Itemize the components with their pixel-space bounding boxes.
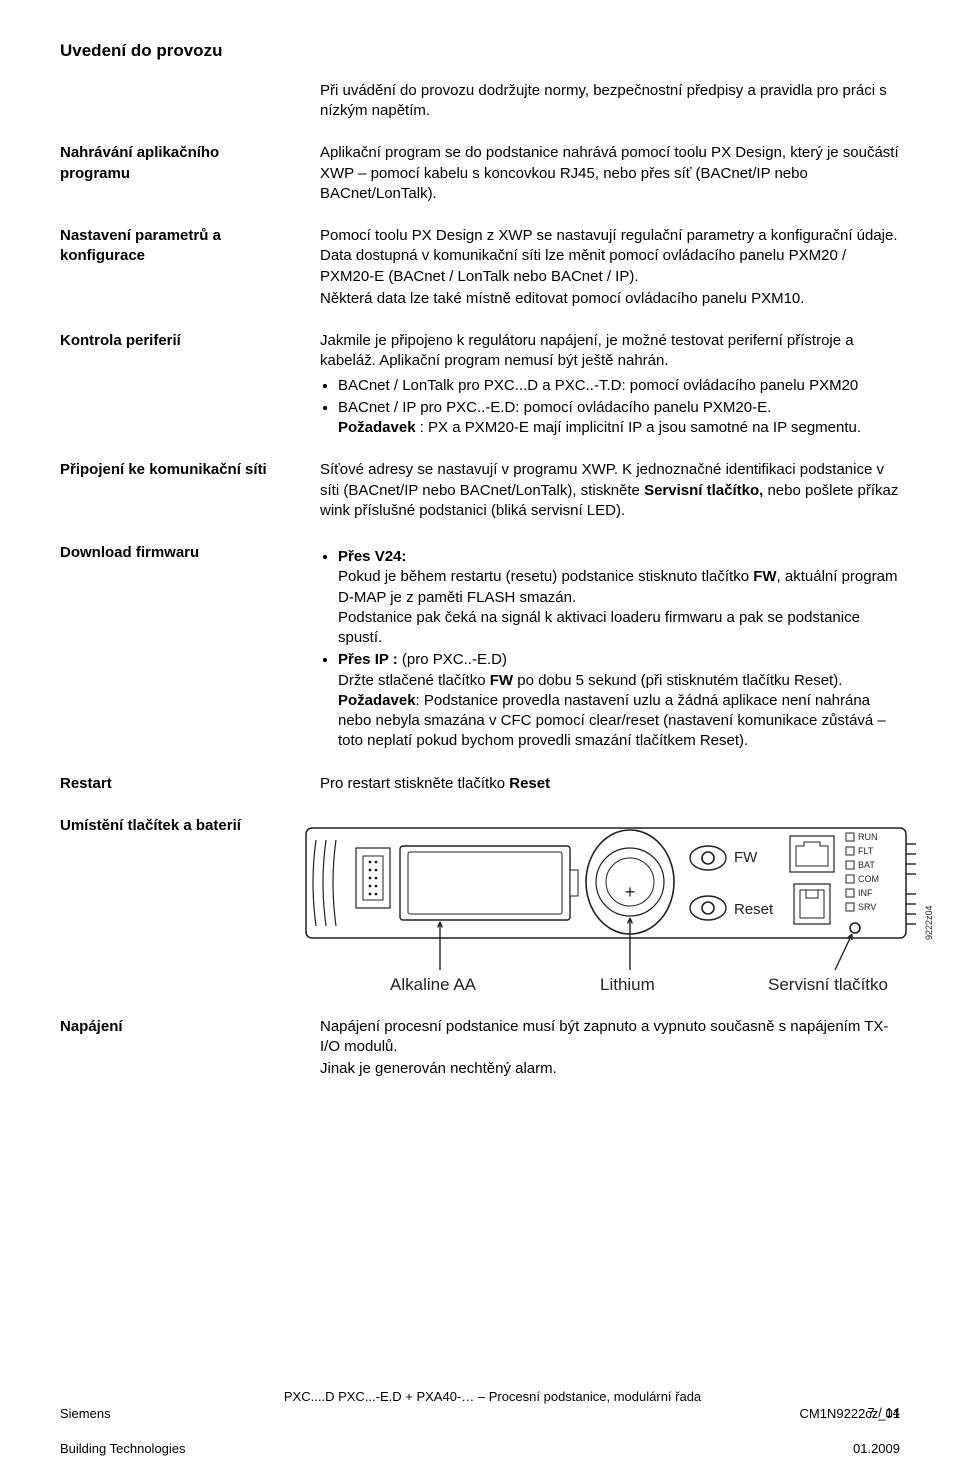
side-label-power: Napájení	[60, 1017, 320, 1082]
section-title: Uvedení do provozu	[60, 40, 900, 63]
check-bullet-1: BACnet / LonTalk pro PXC...D a PXC..-T.D…	[338, 376, 900, 396]
power-text1: Napájení procesní podstanice musí být za…	[320, 1017, 900, 1058]
svg-text:+: +	[625, 882, 636, 902]
page-footer: Siemens Building Technologies PXC....D P…	[60, 1388, 900, 1458]
intro-paragraph: Při uvádění do provozu dodržujte normy, …	[320, 81, 900, 122]
side-label-connect: Připojení ke komunikační síti	[60, 460, 320, 523]
upload-text: Aplikační program se do podstanice nahrá…	[320, 143, 900, 204]
svg-text:FW: FW	[734, 849, 758, 866]
side-label-params: Nastavení parametrů a konfigurace	[60, 226, 320, 311]
connect-text: Síťové adresy se nastavují v programu XW…	[320, 460, 900, 521]
footer-right-1: CM1N9222cz_01	[800, 1406, 900, 1421]
device-diagram: + FW Reset RUN FLT BAT COM INF SRV Alkaline AA Lit…	[300, 822, 940, 997]
svg-text:Lithium: Lithium	[600, 975, 655, 994]
power-text2: Jinak je generován nechtěný alarm.	[320, 1059, 900, 1079]
restart-text: Pro restart stiskněte tlačítko Reset	[320, 774, 900, 794]
download-bullet-ip: Přes IP : (pro PXC..-E.D) Držte stlačené…	[338, 650, 900, 751]
side-label-upload: Nahrávání aplikačního programu	[60, 143, 320, 206]
footer-right-2: 01.2009	[853, 1441, 900, 1456]
svg-text:Servisní tlačítko: Servisní tlačítko	[768, 975, 888, 994]
check-text: Jakmile je připojeno k regulátoru napáje…	[320, 331, 900, 372]
svg-text:FLT: FLT	[858, 846, 874, 856]
svg-text:BAT: BAT	[858, 860, 875, 870]
params-text2: Některá data lze také místně editovat po…	[320, 289, 900, 309]
svg-text:SRV: SRV	[858, 902, 876, 912]
params-text1: Pomocí toolu PX Design z XWP se nastavuj…	[320, 226, 900, 287]
footer-left-1: Siemens	[60, 1406, 111, 1421]
side-label-restart: Restart	[60, 774, 320, 796]
download-bullet-v24: Přes V24: Pokud je během restartu (reset…	[338, 547, 900, 648]
check-bullet-2: BACnet / IP pro PXC..-E.D: pomocí ovláda…	[338, 398, 900, 439]
side-label-check: Kontrola periferií	[60, 331, 320, 440]
footer-left-2: Building Technologies	[60, 1441, 186, 1456]
svg-text:Reset: Reset	[734, 901, 774, 918]
side-label-download: Download firmwaru	[60, 543, 320, 754]
svg-text:COM: COM	[858, 874, 879, 884]
svg-text:RUN: RUN	[858, 832, 878, 842]
side-label-buttons: Umístění tlačítek a baterií	[60, 816, 320, 997]
svg-text:9222z04: 9222z04	[924, 905, 934, 940]
footer-center: PXC....D PXC...-E.D + PXA40-… – Procesní…	[186, 1388, 800, 1458]
svg-text:INF: INF	[858, 888, 873, 898]
svg-text:Alkaline AA: Alkaline AA	[390, 975, 477, 994]
